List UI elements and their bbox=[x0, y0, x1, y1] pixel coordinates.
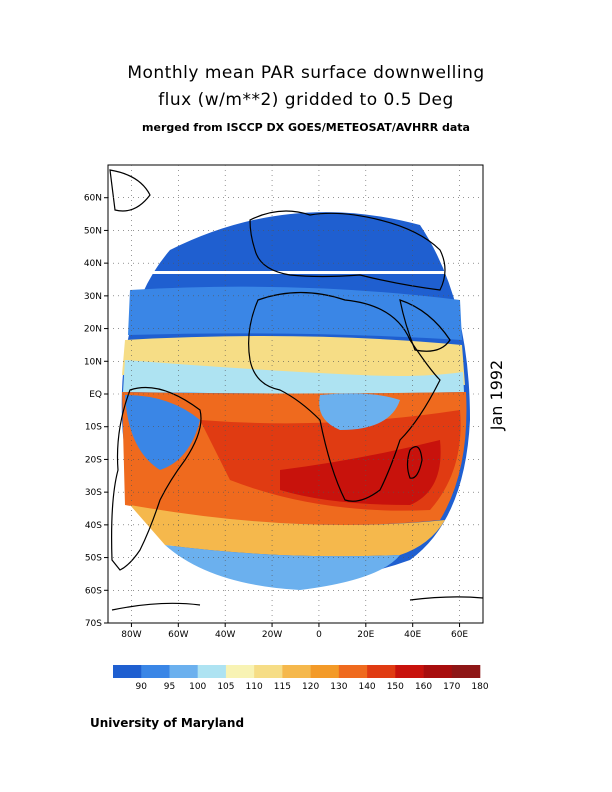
colorbar-label: 120 bbox=[302, 682, 319, 692]
tick-label-lat: 40S bbox=[85, 521, 102, 531]
tick-label-lat: 40N bbox=[84, 259, 102, 269]
colorbar-swatch bbox=[225, 665, 255, 678]
footer-credit: University of Maryland bbox=[90, 716, 245, 730]
band-congo-blue bbox=[319, 393, 400, 430]
chart-title-line-2: flux (w/m**2) gridded to 0.5 Deg bbox=[158, 90, 454, 110]
coast-europe bbox=[249, 210, 446, 291]
tick-label-lat: 10N bbox=[84, 357, 102, 367]
band-south-pale bbox=[130, 505, 445, 557]
band-amazon-blue bbox=[125, 395, 200, 470]
axis-ticks: 60N 50N 40N 30N 20N 10N EQ 10S 20S 30S 40S 50S 60S 70… bbox=[84, 194, 469, 640]
colorbar-label: 90 bbox=[136, 682, 148, 692]
colorbar-swatch bbox=[254, 665, 283, 678]
tick-label-lon: 80W bbox=[121, 630, 141, 640]
colorbar-swatch bbox=[310, 665, 340, 678]
tick-label-lat: 60S bbox=[85, 586, 102, 596]
chart-title-line-1: Monthly mean PAR surface downwelling bbox=[127, 63, 485, 83]
tick-label-lat: 50N bbox=[84, 226, 102, 236]
coast-antarctica bbox=[111, 596, 483, 611]
coast-greenland bbox=[109, 169, 151, 212]
coast-madagascar bbox=[406, 446, 423, 479]
colorbar-label: 170 bbox=[443, 682, 460, 692]
colorbar-label: 180 bbox=[471, 682, 488, 692]
tick-label-lat: 30S bbox=[85, 488, 102, 498]
colorbar-label: 105 bbox=[217, 682, 234, 692]
colorbar-label: 100 bbox=[189, 682, 206, 692]
colorbar-label: 130 bbox=[330, 682, 347, 692]
tick-label-lon: 20E bbox=[357, 630, 374, 640]
colorbar-swatch bbox=[141, 665, 170, 678]
colorbar-swatch bbox=[451, 665, 481, 678]
tick-label-lon: 40W bbox=[215, 630, 235, 640]
colorbar-label: 160 bbox=[415, 682, 432, 692]
chart-subtitle: merged from ISCCP DX GOES/METEOSAT/AVHRR… bbox=[142, 121, 470, 134]
colorbar-swatch bbox=[423, 665, 453, 678]
colorbar-swatch bbox=[338, 665, 368, 678]
coast-arabia bbox=[399, 299, 451, 352]
tick-label-lat: 20S bbox=[85, 455, 102, 465]
tick-label-lon: 20W bbox=[262, 630, 282, 640]
colorbar-label: 150 bbox=[387, 682, 404, 692]
colorbar-label: 115 bbox=[274, 682, 291, 692]
missing-data-line bbox=[130, 271, 460, 274]
tick-label-lon: 60W bbox=[168, 630, 188, 640]
colorbar-swatch bbox=[395, 665, 424, 678]
coastlines bbox=[109, 169, 483, 611]
par-flux-field bbox=[109, 169, 483, 611]
tick-label-lon: 0 bbox=[316, 630, 322, 640]
band-itcz-pale bbox=[123, 360, 464, 394]
colorbar-swatch bbox=[113, 665, 142, 678]
colorbar-label: 110 bbox=[246, 682, 263, 692]
coast-africa bbox=[248, 291, 441, 502]
colorbar-label: 140 bbox=[358, 682, 375, 692]
tick-label-lat: 20N bbox=[84, 325, 102, 335]
tick-label-lat: 50S bbox=[85, 554, 102, 564]
tick-label-lat: 30N bbox=[84, 292, 102, 302]
tick-label-lat: 10S bbox=[85, 423, 102, 433]
date-label: Jan 1992 bbox=[487, 359, 506, 431]
colorbar: 90 95 100 105 110 115 120 130 140 150 160 170 180 bbox=[113, 665, 489, 692]
colorbar-swatch bbox=[367, 665, 396, 678]
tick-label-lon: 40E bbox=[404, 630, 421, 640]
colorbar-swatch bbox=[282, 665, 311, 678]
band-south-lightblue bbox=[165, 545, 400, 590]
band-north-blue bbox=[128, 286, 462, 340]
tick-label-lat: 70S bbox=[85, 619, 102, 629]
colorbar-swatch bbox=[169, 665, 198, 678]
tick-label-lat: 60N bbox=[84, 194, 102, 204]
colorbar-label: 95 bbox=[164, 682, 175, 692]
band-south-darkred bbox=[280, 440, 441, 505]
colorbar-swatch bbox=[197, 665, 227, 678]
coast-south-america bbox=[111, 386, 202, 571]
tick-label-lat: EQ bbox=[89, 390, 102, 400]
tick-label-lon: 60E bbox=[451, 630, 468, 640]
